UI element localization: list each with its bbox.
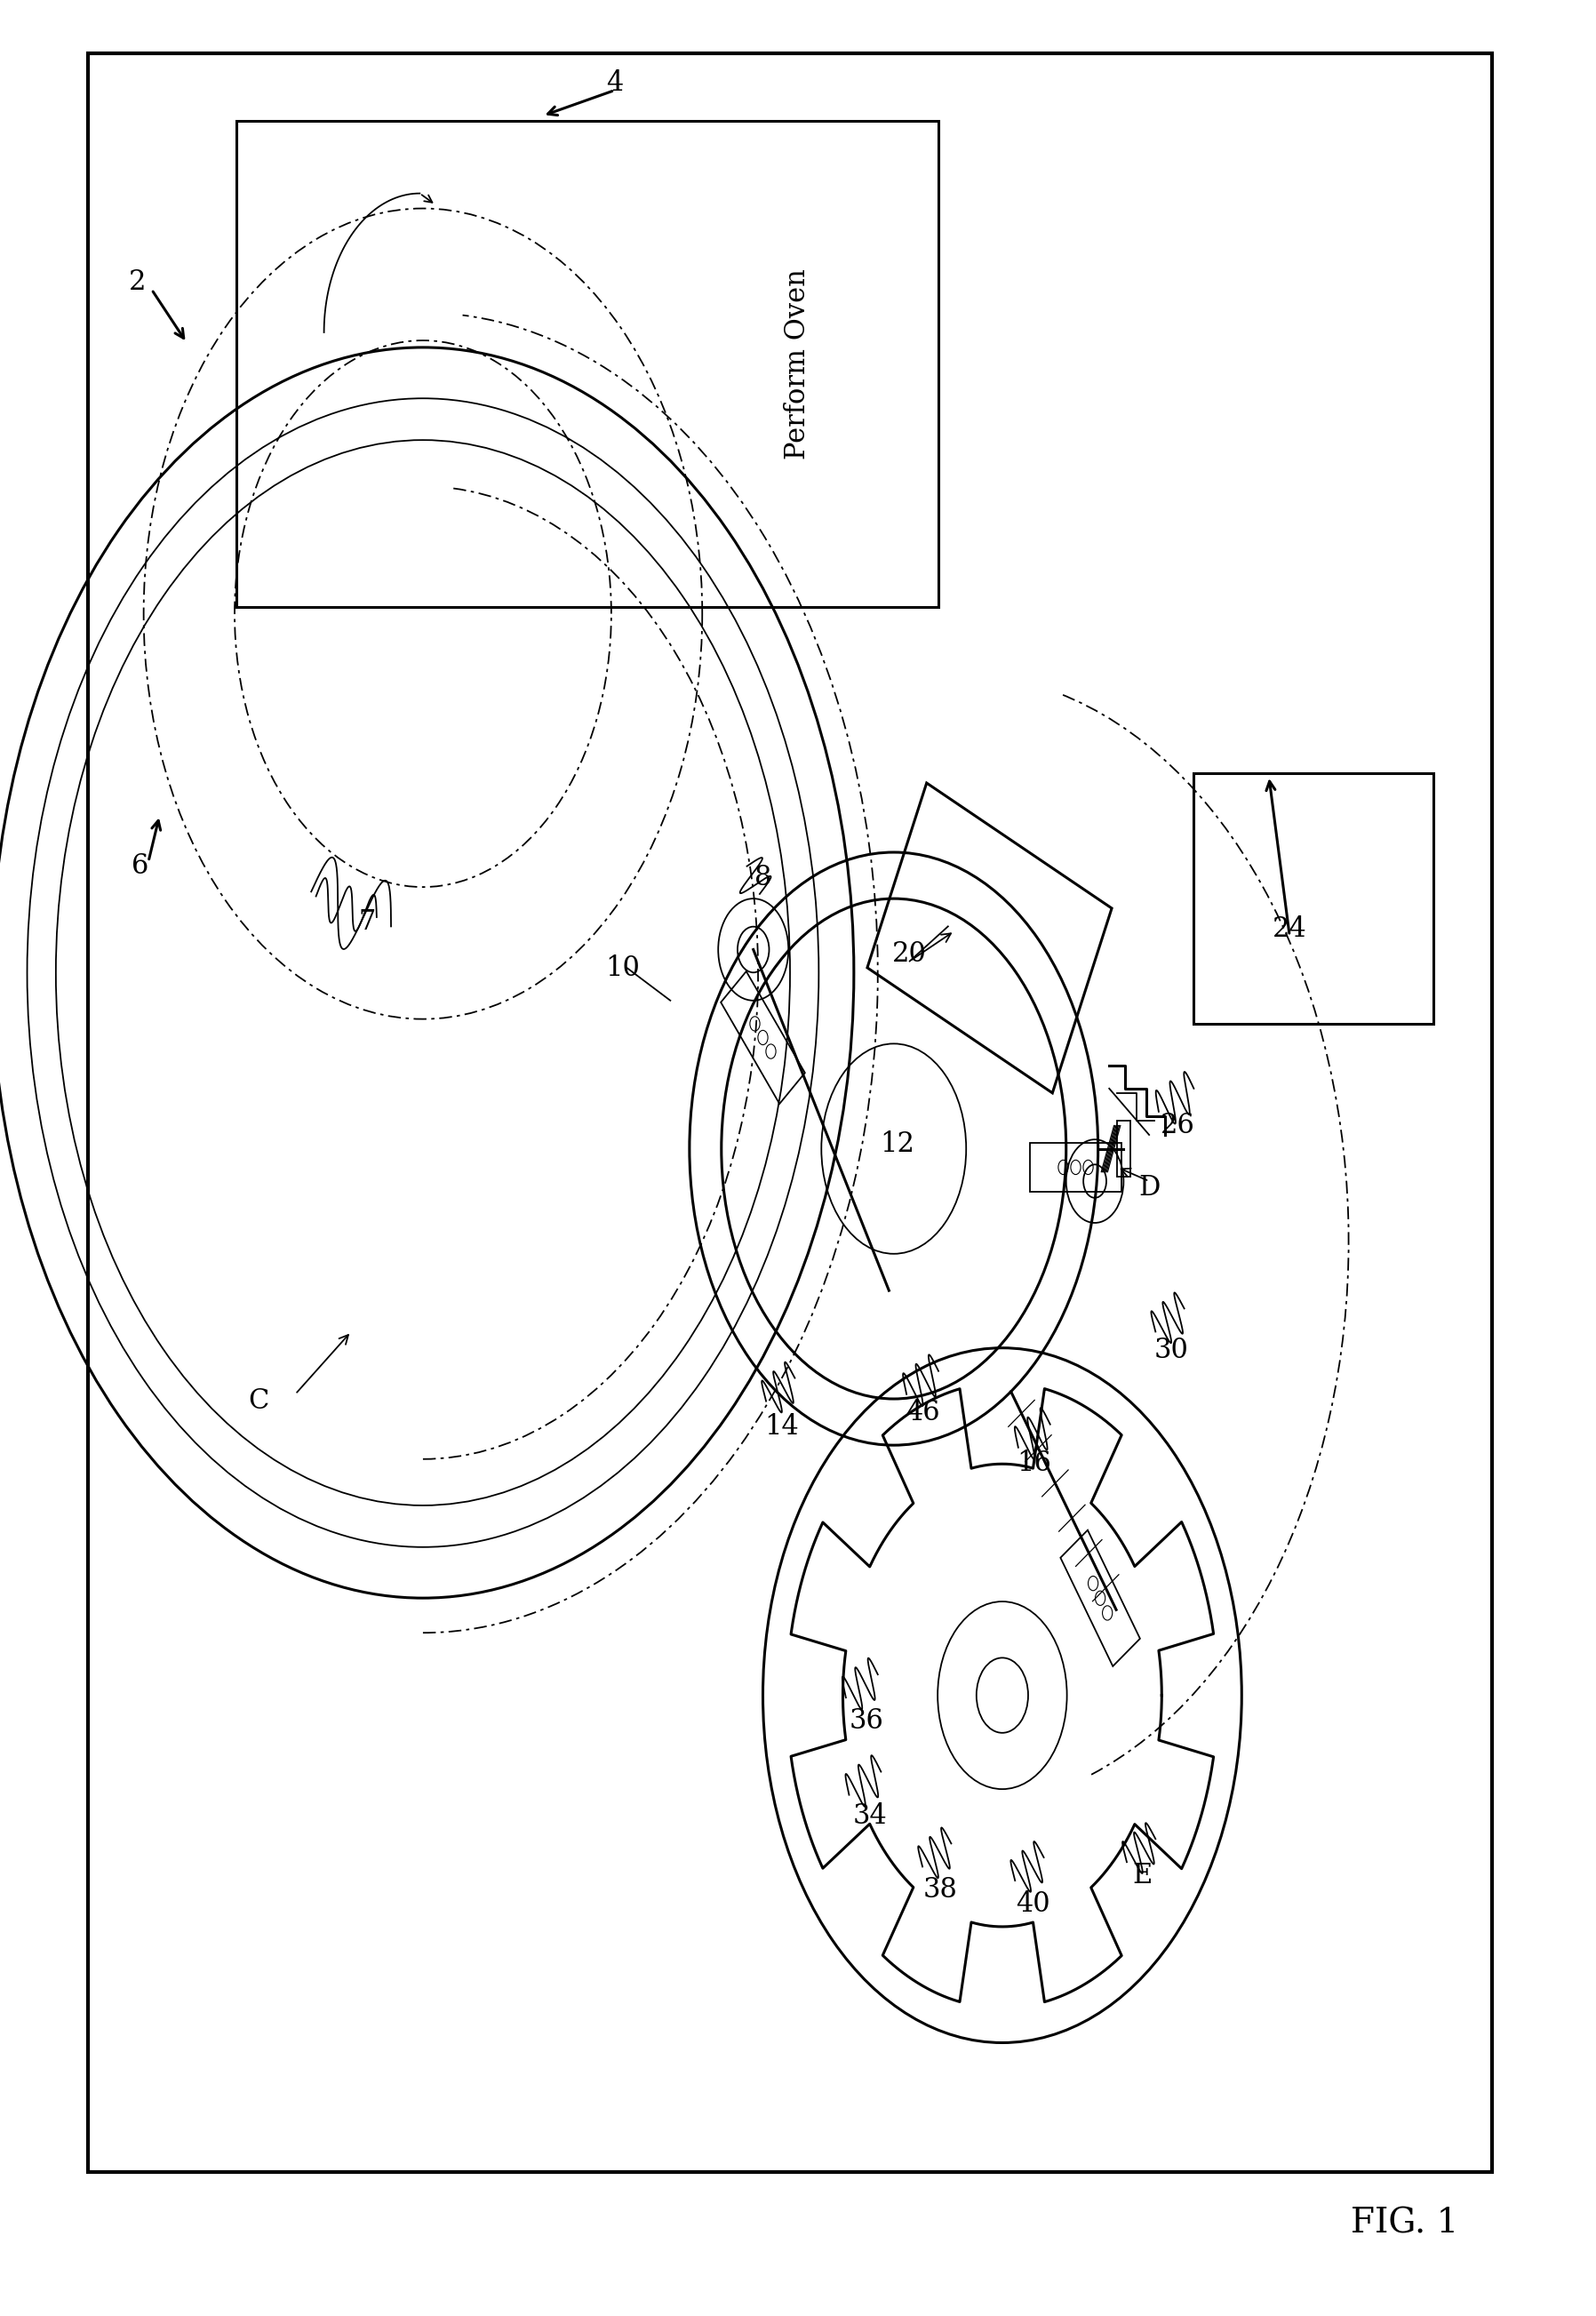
Text: 12: 12 xyxy=(879,1130,915,1158)
Text: 26: 26 xyxy=(1160,1112,1195,1139)
Bar xyxy=(1194,774,1433,1024)
Text: C: C xyxy=(247,1387,270,1415)
Text: 6: 6 xyxy=(132,852,148,880)
Text: D: D xyxy=(1138,1174,1160,1202)
Text: Perform Oven: Perform Oven xyxy=(784,269,812,459)
Text: FIG. 1: FIG. 1 xyxy=(1350,2207,1459,2240)
Text: E: E xyxy=(1133,1862,1152,1890)
Bar xyxy=(1117,1121,1130,1177)
Text: 40: 40 xyxy=(1015,1890,1050,1918)
Text: 4: 4 xyxy=(606,69,622,97)
Text: 24: 24 xyxy=(1272,915,1307,943)
Text: 34: 34 xyxy=(852,1802,887,1830)
Text: 8: 8 xyxy=(755,864,771,892)
Text: 38: 38 xyxy=(922,1876,958,1904)
Text: 14: 14 xyxy=(764,1413,800,1441)
Text: 7: 7 xyxy=(359,908,375,936)
Text: 16: 16 xyxy=(1017,1450,1052,1478)
Text: 2: 2 xyxy=(129,269,145,296)
Bar xyxy=(236,120,938,607)
Bar xyxy=(88,53,1492,2172)
Text: 20: 20 xyxy=(892,940,927,968)
Text: 46: 46 xyxy=(905,1399,940,1427)
Text: 10: 10 xyxy=(605,954,640,982)
Text: 30: 30 xyxy=(1154,1336,1189,1364)
Text: 36: 36 xyxy=(849,1707,884,1735)
